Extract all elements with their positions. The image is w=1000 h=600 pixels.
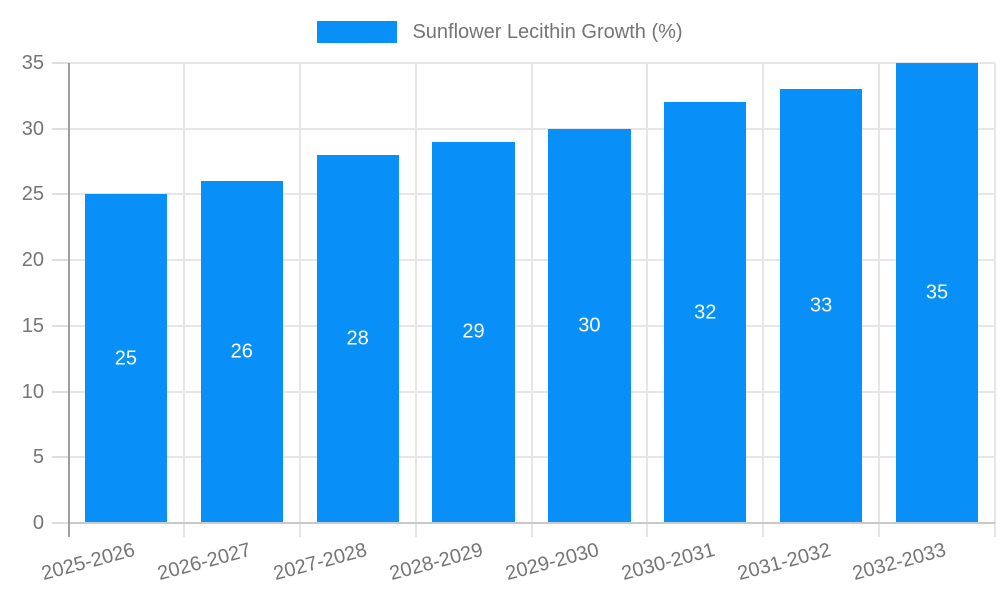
- x-tick-label: 2026-2027: [155, 539, 254, 586]
- y-axis-tick: [52, 324, 68, 327]
- y-tick-label: 5: [32, 446, 44, 469]
- x-tick-label: 2028-2029: [387, 539, 486, 586]
- bar-value-label: 32: [694, 301, 717, 324]
- y-axis-tick: [52, 259, 68, 262]
- gridline-vertical: [182, 63, 185, 537]
- gridline-vertical: [298, 63, 301, 537]
- bar: 35: [895, 63, 979, 523]
- y-axis-tick: [52, 62, 68, 64]
- y-tick-label: 20: [21, 249, 44, 272]
- bar-value-label: 30: [578, 314, 601, 337]
- plot-area: 0 5 10 15 20 25 30 35 25 2025-2026 26 2026-2027 28 20…: [22, 52, 996, 585]
- gridline-vertical: [530, 63, 533, 537]
- gridline-vertical: [878, 63, 881, 537]
- y-axis-tick: [52, 193, 68, 196]
- bar: 30: [548, 128, 631, 523]
- chart-legend: Sunflower Lecithin Growth (%): [0, 21, 1000, 43]
- x-tick-label: 2032-2033: [850, 539, 949, 586]
- bar-value-label: 29: [462, 320, 485, 343]
- legend-swatch: [317, 21, 398, 43]
- bar: 29: [432, 141, 515, 523]
- gridline-vertical: [414, 63, 417, 537]
- x-tick-label: 2030-2031: [618, 539, 718, 586]
- y-axis-tick: [52, 456, 68, 459]
- bar-value-label: 25: [114, 347, 138, 370]
- bar-value-label: 35: [925, 281, 949, 304]
- y-axis-line: [68, 63, 70, 537]
- x-tick-label: 2029-2030: [503, 539, 602, 586]
- bar: 32: [664, 102, 747, 523]
- bar: 26: [200, 181, 283, 523]
- gridline-vertical: [762, 63, 765, 537]
- legend-label: Sunflower Lecithin Growth (%): [412, 20, 683, 43]
- gridline-vertical: [994, 63, 996, 537]
- bar-value-label: 28: [346, 327, 369, 350]
- y-tick-label: 35: [21, 52, 44, 74]
- y-tick-label: 25: [21, 183, 44, 206]
- bar-value-label: 33: [810, 294, 833, 317]
- bar: 33: [780, 89, 863, 523]
- y-axis-tick: [52, 390, 68, 393]
- x-tick-label: 2027-2028: [271, 539, 370, 586]
- x-tick-label: 2025-2026: [39, 539, 138, 586]
- bar: 25: [84, 194, 168, 523]
- bar-value-label: 26: [230, 340, 253, 363]
- x-tick-label: 2031-2032: [734, 539, 833, 586]
- y-axis-tick: [52, 522, 68, 524]
- x-axis-line: [68, 522, 995, 524]
- y-axis-tick: [52, 127, 68, 130]
- gridline-vertical: [646, 63, 649, 537]
- y-tick-label: 30: [21, 117, 44, 140]
- y-tick-label: 10: [21, 380, 44, 403]
- y-tick-label: 15: [21, 314, 44, 337]
- bar: 28: [316, 155, 399, 523]
- y-tick-label: 0: [32, 512, 44, 534]
